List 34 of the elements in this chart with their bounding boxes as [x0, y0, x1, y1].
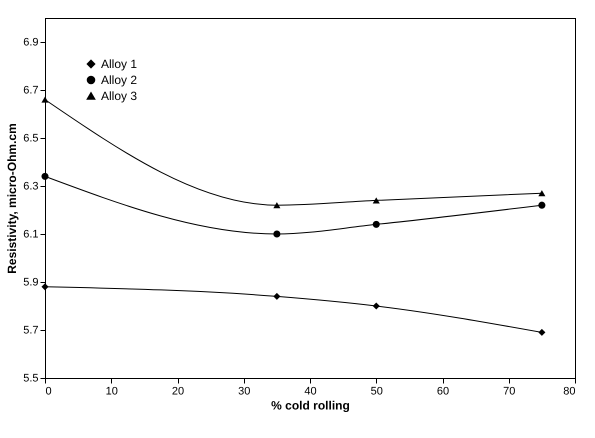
point	[273, 230, 280, 238]
point	[273, 292, 280, 300]
point	[41, 283, 49, 290]
y-tick-label: 5.7	[23, 324, 38, 336]
x-axis-title: % cold rolling	[271, 398, 350, 412]
point	[273, 202, 280, 208]
x-tick-label: 20	[172, 386, 184, 398]
y-axis-title: Resistivity, micro-Ohm.cm	[5, 123, 20, 274]
y-tick-label: 6.5	[23, 132, 38, 144]
x-tick-label: 80	[563, 386, 576, 398]
x-tick-label: 10	[106, 386, 118, 398]
legend-label: Alloy 1	[101, 57, 138, 71]
y-tick-label: 5.9	[23, 276, 38, 288]
point	[372, 220, 380, 228]
y-tick-label: 6.3	[23, 180, 38, 192]
legend-label: Alloy 3	[101, 89, 138, 103]
point	[41, 172, 49, 180]
point	[538, 328, 546, 336]
x-tick-label: 40	[304, 386, 317, 398]
y-tick-label: 6.7	[23, 84, 38, 96]
y-tick-label: 6.1	[23, 228, 38, 240]
x-tick-label: 0	[46, 386, 52, 398]
legend-label: Alloy 2	[101, 73, 138, 87]
point	[538, 190, 546, 196]
x-tick-label: 60	[436, 386, 450, 398]
x-tick-label: 30	[238, 386, 250, 398]
point	[372, 197, 380, 204]
x-tick-label: 70	[503, 386, 516, 398]
point	[372, 302, 380, 310]
x-tick-label: 50	[370, 386, 383, 398]
y-tick-label: 5.5	[23, 372, 38, 384]
y-tick-label: 6.9	[23, 36, 38, 48]
point	[41, 96, 49, 103]
point	[538, 202, 546, 209]
